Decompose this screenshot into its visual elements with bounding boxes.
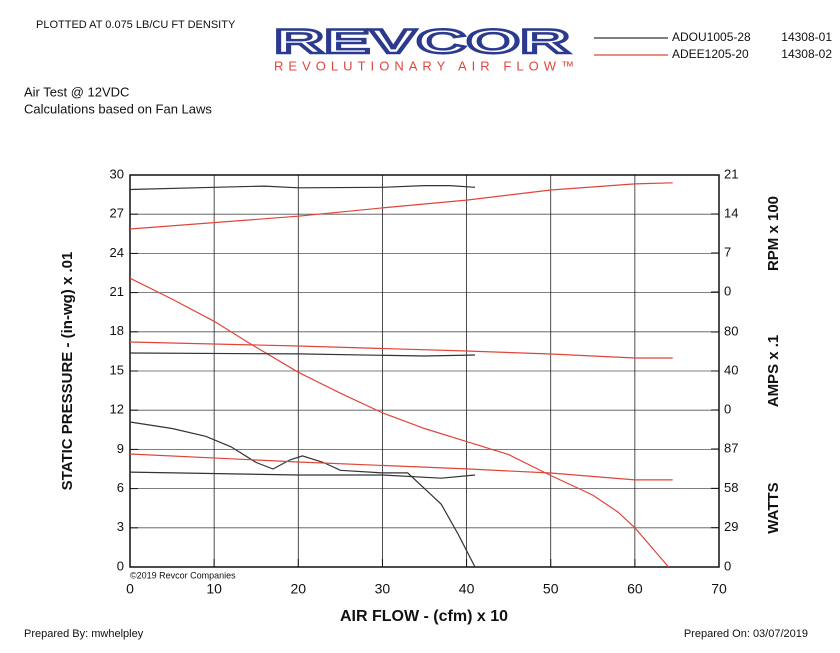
right-tick-label: 0 — [724, 558, 731, 573]
y-tick-label: 18 — [110, 323, 124, 338]
right-tick-label: 80 — [724, 323, 738, 338]
right-tick-label: 0 — [724, 401, 731, 416]
x-tick-label: 60 — [627, 581, 643, 597]
header-note: PLOTTED AT 0.075 LB/CU FT DENSITY — [36, 19, 236, 31]
y-tick-label: 30 — [110, 166, 124, 181]
x-tick-label: 50 — [543, 581, 559, 597]
x-axis-label: AIR FLOW - (cfm) x 10 — [340, 608, 508, 625]
right-axis-label: AMPS x .1 — [765, 335, 782, 408]
y-tick-label: 12 — [110, 402, 124, 417]
right-axis-label: RPM x 100 — [765, 196, 782, 271]
x-tick-label: 0 — [126, 581, 134, 597]
series-line — [129, 277, 669, 568]
series-line — [129, 185, 476, 191]
test-title: Air Test @ 12VDC — [24, 84, 129, 99]
brand-tagline: REVOLUTIONARY AIR FLOW™ — [274, 58, 574, 73]
x-tick-label: 30 — [375, 581, 391, 597]
legend-code: 14308-02 — [781, 47, 832, 61]
right-tick-label: 40 — [724, 362, 738, 377]
right-tick-label: 21 — [724, 166, 738, 181]
right-tick-label: 87 — [724, 440, 738, 455]
legend-name: ADEE1205-20 — [672, 47, 749, 61]
series-line — [129, 421, 476, 568]
series-line — [129, 341, 673, 359]
x-tick-label: 70 — [711, 581, 727, 597]
copyright: ©2019 Revcor Companies — [130, 570, 236, 580]
right-tick-label: 7 — [724, 244, 731, 259]
y-tick-label: 27 — [110, 206, 124, 221]
y-tick-label: 21 — [110, 284, 124, 299]
brand-logo: REVCOR — [274, 23, 570, 61]
y-tick-label: 0 — [117, 558, 124, 573]
right-tick-label: 0 — [724, 283, 731, 298]
x-tick-label: 40 — [459, 581, 475, 597]
y-tick-label: 15 — [110, 362, 124, 377]
right-tick-label: 58 — [724, 480, 738, 495]
y-axis-label: STATIC PRESSURE - (in-wg) x .01 — [59, 252, 76, 491]
series-line — [129, 182, 673, 230]
series-line — [129, 453, 673, 481]
prepared-by: Prepared By: mwhelpley — [24, 628, 144, 640]
x-tick-label: 20 — [290, 581, 306, 597]
prepared-on: Prepared On: 03/07/2019 — [684, 628, 808, 640]
y-tick-label: 9 — [117, 441, 124, 456]
legend-code: 14308-01 — [781, 30, 832, 44]
series-line — [129, 471, 476, 479]
right-tick-label: 29 — [724, 519, 738, 534]
right-tick-label: 14 — [724, 205, 738, 220]
y-tick-label: 6 — [117, 480, 124, 495]
x-tick-label: 10 — [206, 581, 222, 597]
y-tick-label: 24 — [110, 245, 124, 260]
right-axis-label: WATTS — [765, 482, 782, 533]
y-tick-label: 3 — [117, 519, 124, 534]
test-note: Calculations based on Fan Laws — [24, 101, 212, 116]
series-line — [129, 352, 476, 357]
legend-name: ADOU1005-28 — [672, 30, 751, 44]
